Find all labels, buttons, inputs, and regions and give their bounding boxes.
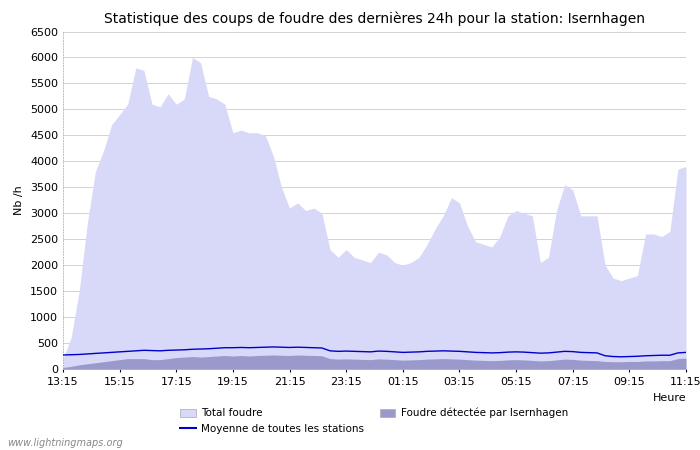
Text: Heure: Heure (652, 392, 686, 403)
Text: www.lightningmaps.org: www.lightningmaps.org (7, 438, 122, 448)
Title: Statistique des coups de foudre des dernières 24h pour la station: Isernhagen: Statistique des coups de foudre des dern… (104, 12, 645, 26)
Y-axis label: Nb /h: Nb /h (15, 185, 24, 215)
Legend: Total foudre, Moyenne de toutes les stations, Foudre détectée par Isernhagen: Total foudre, Moyenne de toutes les stat… (181, 408, 568, 434)
